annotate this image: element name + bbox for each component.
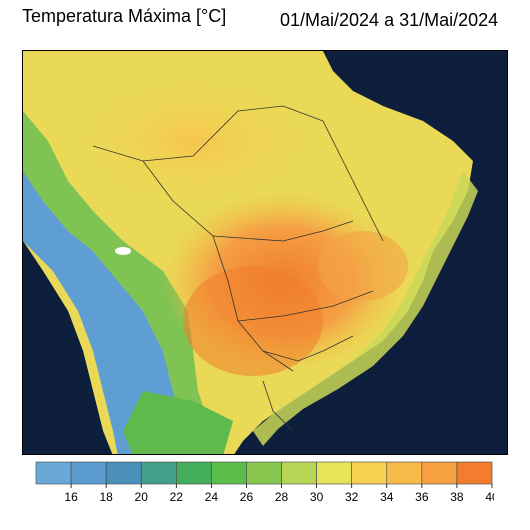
andes-cool-band: [23, 171, 183, 454]
colorbar-labels: 16 18 20 22 24 26 28 30 32 34 36 38 40: [64, 484, 494, 504]
colorbar-tick-label: 20: [135, 490, 149, 504]
colorbar-box: [70, 461, 107, 485]
colorbar-box: [351, 461, 388, 485]
colorbar-box: [421, 461, 458, 485]
central-hot-spot: [183, 266, 323, 376]
colorbar-box: [211, 461, 247, 485]
colorbar-tick-label: 40: [485, 490, 494, 504]
colorbar-tick-label: 38: [450, 490, 464, 504]
north-warm: [63, 71, 323, 211]
map-svg: [23, 51, 507, 454]
colorbar-tick-label: 28: [275, 490, 289, 504]
colorbar-tick-label: 32: [345, 490, 359, 504]
colorbar: 16 18 20 22 24 26 28 30 32 34 36 38 40: [35, 461, 494, 504]
east-coast-band: [253, 171, 478, 446]
pacific-west: [23, 241, 113, 454]
colorbar-tick-label: 36: [415, 490, 429, 504]
colorbar-box: [386, 461, 423, 485]
colorbar-tick-label: 18: [99, 490, 113, 504]
colorbar-box: [140, 461, 177, 485]
colorbar-box: [316, 461, 352, 485]
colorbar-boxes: [35, 461, 493, 485]
lake-titicaca: [115, 247, 131, 255]
colorbar-tick-label: 16: [64, 490, 78, 504]
temperature-map: [22, 50, 508, 455]
northeast-hot: [318, 231, 408, 301]
colorbar-tick-label: 26: [240, 490, 254, 504]
colorbar-box: [35, 461, 72, 485]
colorbar-box: [176, 461, 212, 485]
atlantic-north: [323, 51, 507, 170]
colorbar-box: [246, 461, 282, 485]
colorbar-box: [281, 461, 317, 485]
colorbar-tick-label: 34: [380, 490, 394, 504]
colorbar-tick-label: 24: [205, 490, 219, 504]
atlantic-east: [259, 172, 507, 454]
south-green: [123, 391, 233, 454]
colorbar-tick-label: 30: [310, 490, 324, 504]
colorbar-tick-label: 22: [170, 490, 184, 504]
andes-green-band: [23, 111, 223, 454]
map-title: Temperatura Máxima [°C]: [22, 6, 227, 26]
colorbar-box: [456, 461, 493, 485]
colorbar-box: [105, 461, 142, 485]
map-date-range: 01/Mai/2024 a 31/Mai/2024: [280, 10, 499, 30]
country-borders: [92, 105, 384, 432]
